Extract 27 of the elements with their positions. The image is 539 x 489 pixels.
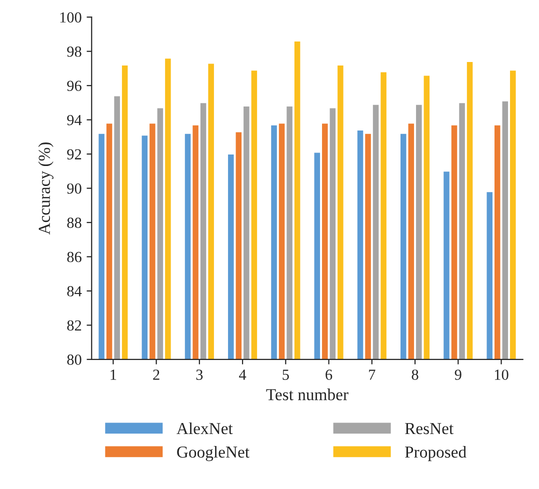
x-tick-label: 6: [326, 370, 332, 380]
x-tick-label: 1: [110, 370, 116, 380]
y-tick-label: 100: [60, 12, 82, 23]
x-tick-label: 2: [153, 370, 160, 380]
legend-label: GoogleNet: [177, 446, 250, 462]
y-axis-title: Accuracy (%): [38, 142, 54, 235]
y-tick-label: 92: [67, 149, 82, 160]
y-tick-label: 80: [67, 354, 82, 365]
y-tick-label: 86: [67, 252, 82, 262]
x-tick-label: 9: [454, 370, 462, 380]
legend-label: AlexNet: [176, 422, 233, 434]
legend-label: Proposed: [405, 446, 466, 462]
x-axis-title: Test number: [266, 388, 348, 400]
y-tick-label: 88: [67, 218, 82, 228]
y-tick-label: 84: [67, 286, 82, 296]
y-tick-label: 98: [67, 46, 82, 57]
x-tick-label: 5: [282, 370, 289, 380]
y-tick-label: 96: [67, 80, 82, 92]
y-tick-label: 90: [67, 183, 82, 194]
y-tick-label: 82: [67, 320, 82, 331]
x-tick-label: 10: [494, 370, 508, 380]
legend-label: ResNet: [405, 423, 454, 434]
x-tick-label: 3: [196, 370, 203, 380]
x-tick-label: 7: [369, 370, 376, 380]
x-tick-label: 8: [412, 370, 418, 380]
x-tick-label: 4: [239, 370, 246, 380]
y-tick-label: 94: [67, 114, 82, 126]
